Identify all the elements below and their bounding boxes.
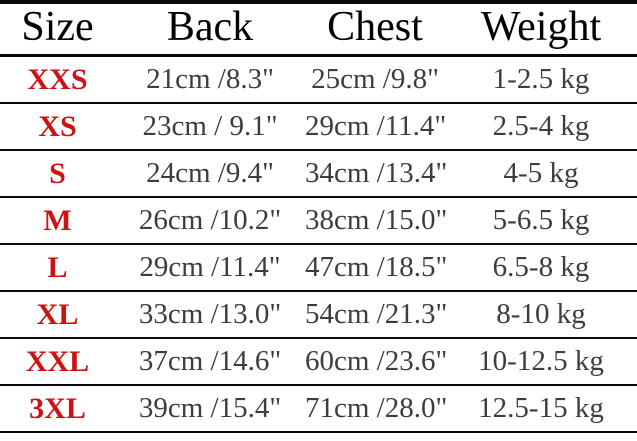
back-cell: 21cm /8.3" (146, 63, 274, 95)
size-cell: S (49, 156, 66, 190)
weight-cell: 4-5 kg (503, 157, 579, 189)
weight-cell: 1-2.5 kg (492, 63, 590, 95)
column-header-chest: Chest (327, 4, 423, 50)
chest-cell: 34cm /13.4" (305, 157, 448, 189)
weight-cell: 8-10 kg (496, 298, 586, 330)
back-cell: 26cm /10.2" (138, 204, 282, 236)
size-cell: 3XL (29, 391, 86, 425)
size-cell: L (47, 250, 68, 284)
size-cell: XXS (27, 62, 88, 96)
chest-cell: 25cm /9.8" (311, 63, 439, 95)
table-row-xxl: XXL 37cm /14.6" 60cm /23.6" 10-12.5 kg (0, 339, 637, 386)
table-row-3xl: 3XL 39cm /15.4" 71cm /28.0" 12.5-15 kg (0, 386, 637, 433)
size-cell: M (43, 203, 72, 237)
table-row-s: S 24cm /9.4" 34cm /13.4" 4-5 kg (0, 151, 637, 198)
back-cell: 39cm /15.4" (138, 392, 282, 424)
chest-cell: 54cm /21.3" (305, 298, 448, 330)
back-cell: 24cm /9.4" (146, 157, 274, 189)
chest-cell: 47cm /18.5" (305, 251, 448, 283)
chest-cell: 29cm /11.4" (305, 110, 447, 142)
weight-cell: 10-12.5 kg (478, 345, 604, 377)
back-cell: 37cm /14.6" (138, 345, 282, 377)
weight-cell: 12.5-15 kg (478, 392, 604, 424)
back-cell: 29cm /11.4" (139, 251, 281, 283)
weight-cell: 5-6.5 kg (492, 204, 590, 236)
weight-cell: 6.5-8 kg (492, 251, 590, 283)
column-header-back: Back (166, 4, 254, 50)
size-cell: XXL (25, 344, 90, 378)
back-cell: 33cm /13.0" (138, 298, 282, 330)
weight-cell: 2.5-4 kg (492, 110, 590, 142)
chest-cell: 71cm /28.0" (305, 392, 448, 424)
table-row-xxs: XXS 21cm /8.3" 25cm /9.8" 1-2.5 kg (0, 57, 637, 104)
table-row-xl: XL 33cm /13.0" 54cm /21.3" 8-10 kg (0, 292, 637, 339)
size-cell: XL (36, 297, 79, 331)
chest-cell: 38cm /15.0" (305, 204, 448, 236)
table-row-xs: XS 23cm / 9.1" 29cm /11.4" 2.5-4 kg (0, 104, 637, 151)
column-header-weight: Weight (480, 4, 602, 50)
column-header-size: Size (21, 4, 94, 50)
size-cell: XS (38, 109, 77, 143)
table-row-m: M 26cm /10.2" 38cm /15.0" 5-6.5 kg (0, 198, 637, 245)
table-header-row: Size Back Chest Weight (0, 4, 637, 57)
chest-cell: 60cm /23.6" (305, 345, 448, 377)
back-cell: 23cm / 9.1" (142, 110, 278, 142)
table-row-l: L 29cm /11.4" 47cm /18.5" 6.5-8 kg (0, 245, 637, 292)
